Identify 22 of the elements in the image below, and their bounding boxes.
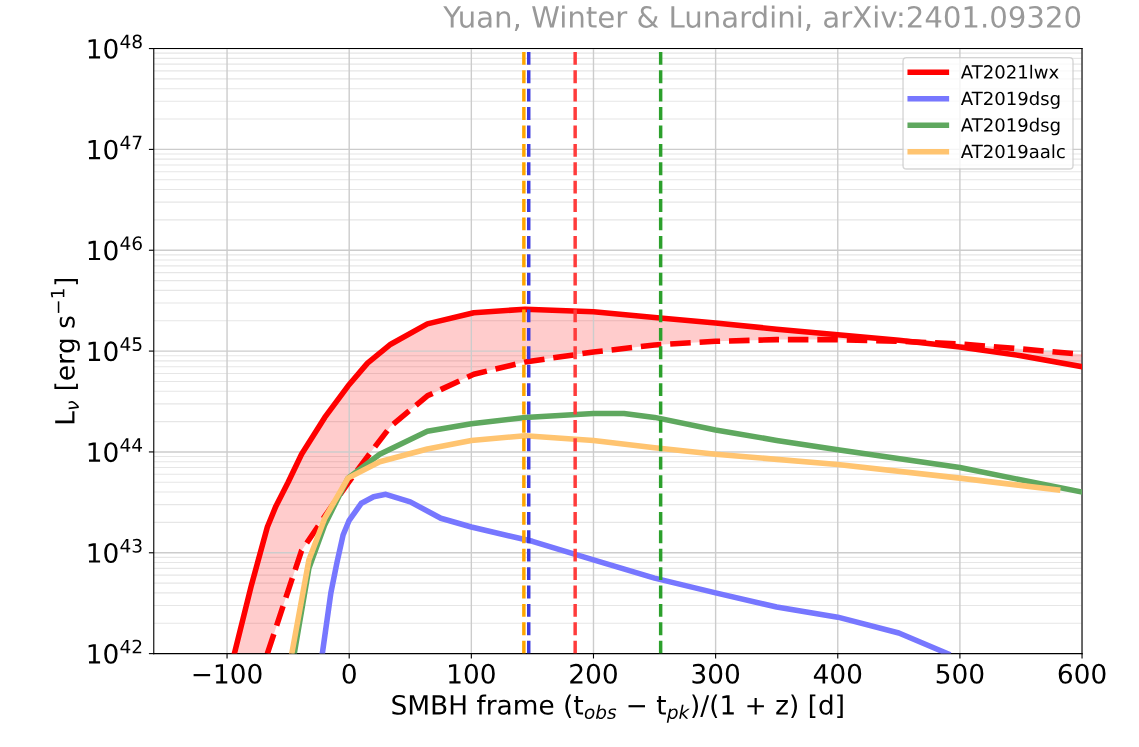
text: Yuan, Winter & Lunardini, arXiv:2401.09320 [443, 5, 1081, 31]
legend-label: AT2019dsg [960, 117, 1060, 136]
y-tick-label: 10$^{43}$ [88, 538, 142, 563]
legend-label: AT2021lwx [960, 64, 1059, 79]
y-tick-label: 10$^{46}$ [88, 236, 142, 261]
x-axis-title: SMBH frame (t$_{obs}$ − t$_{pk}$)/(1 + z) [d] [392, 694, 843, 723]
x-tick-label: 200 [570, 663, 617, 684]
legend-label: AT2019dsg [960, 91, 1060, 109]
y-tick-label: 10$^{48}$ [88, 34, 142, 59]
x-tick-label: 0 [342, 663, 356, 684]
x-tick-label: 400 [813, 663, 862, 684]
x-tick-label: 100 [449, 663, 495, 684]
x-tick-label: 300 [692, 663, 740, 684]
x-tick-label: 500 [936, 663, 984, 684]
y-axis-title: L$_{ν}$ [erg s$^{−1}$] [50, 278, 80, 424]
y-tick-label: 10$^{44}$ [88, 438, 143, 463]
y-tick-label: 10$^{45}$ [88, 337, 142, 362]
legend-label: AT2019aalc [960, 144, 1065, 159]
y-tick-label: 10$^{42}$ [88, 639, 142, 664]
x-tick-label: 600 [1058, 663, 1106, 684]
y-tick-label: 10$^{47}$ [88, 135, 142, 160]
x-tick-label: −100 [193, 663, 262, 684]
